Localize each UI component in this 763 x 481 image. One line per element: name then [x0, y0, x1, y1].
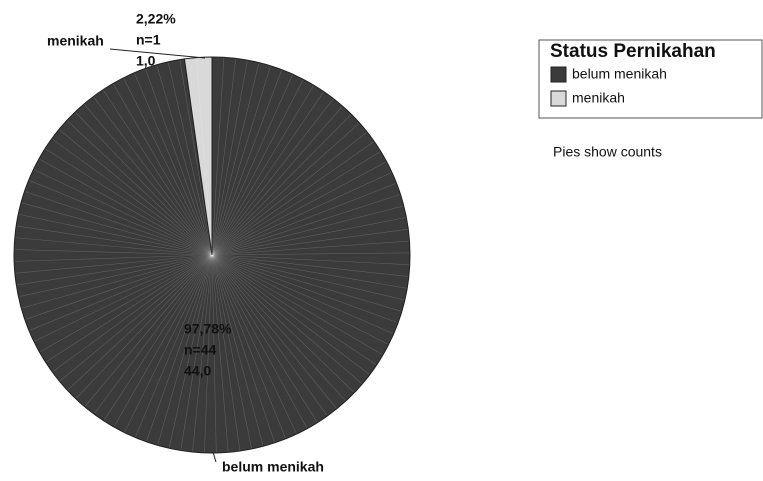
legend-label: menikah	[572, 90, 625, 106]
legend-label: belum menikah	[572, 66, 667, 82]
chart: Status Pernikahan Pies show counts 97,78…	[0, 0, 763, 481]
percent-label: 97,78%	[184, 321, 232, 337]
legend-swatch	[551, 91, 566, 106]
value-label: 1,0	[136, 53, 156, 69]
leader-line	[110, 49, 205, 58]
n-label: n=1	[136, 32, 161, 48]
category-label: menikah	[47, 33, 104, 49]
legend-swatch	[551, 67, 566, 82]
n-label: n=44	[184, 342, 217, 358]
value-label: 44,0	[184, 363, 211, 379]
legend-title: Status Pernikahan	[550, 41, 716, 62]
note: Pies show counts	[553, 144, 662, 160]
category-label: belum menikah	[222, 459, 324, 475]
percent-label: 2,22%	[136, 11, 176, 27]
